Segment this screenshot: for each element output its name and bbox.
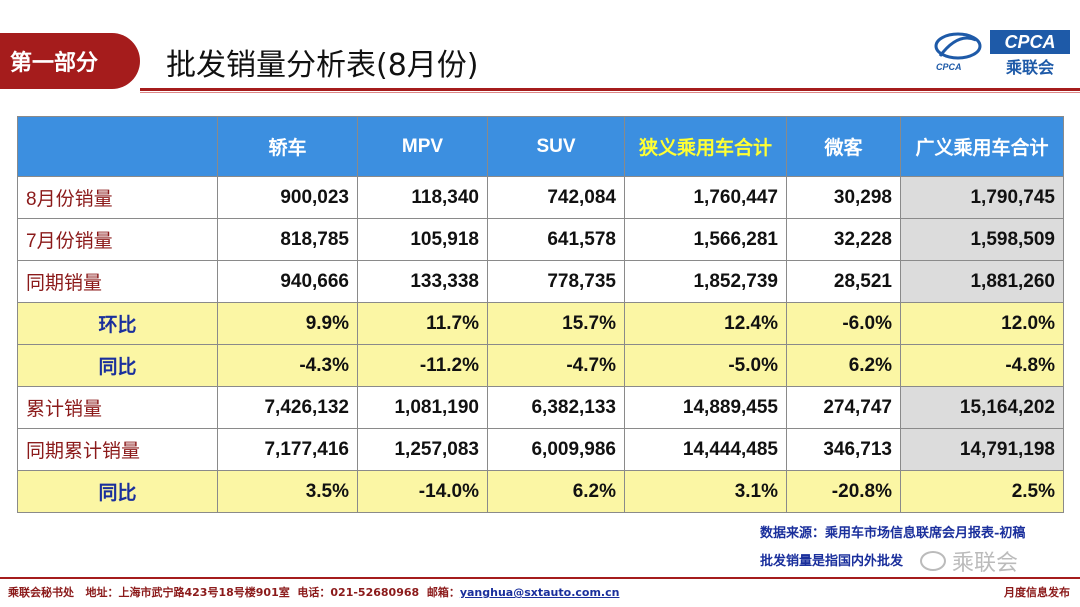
table-cell: 7,177,416 [217, 428, 358, 471]
table-cell: 14,889,455 [624, 386, 787, 429]
table-row: 环比 9.9% 11.7% 15.7% 12.4% -6.0% 12.0% [17, 302, 1064, 345]
table-cell: 778,735 [487, 260, 625, 303]
table-cell: 274,747 [786, 386, 901, 429]
table-cell: 6.2% [786, 344, 901, 387]
column-header: MPV [357, 116, 488, 177]
table-cell: -4.7% [487, 344, 625, 387]
footer-contact: 乘联会秘书处 地址：上海市武宁路423号18号楼901室 电话：021-5268… [8, 584, 619, 600]
footer-release: 月度信息发布 [1004, 586, 1070, 599]
table-cell: 30,298 [786, 176, 901, 219]
header-corner [17, 116, 218, 177]
table-row: 7月份销量 818,785 105,918 641,578 1,566,281 32,22… [17, 218, 1064, 261]
header-divider [140, 88, 1080, 91]
table-cell: -5.0% [624, 344, 787, 387]
table-cell: 1,566,281 [624, 218, 787, 261]
table-row: 同比 3.5% -14.0% 6.2% 3.1% -20.8% 2.5% [17, 470, 1064, 513]
footer-org: 乘联会秘书处 [8, 586, 74, 599]
source-note: 数据来源：乘用车市场信息联席会月报表-初稿 [760, 526, 1026, 541]
logo-wordmark: CPCA [990, 30, 1070, 54]
table-header-row: 轿车 MPV SUV 狭义乘用车合计 微客 广义乘用车合计 [17, 116, 1064, 177]
table-cell: 11.7% [357, 302, 488, 345]
table-cell: 3.5% [217, 470, 358, 513]
table-cell: 12.4% [624, 302, 787, 345]
table-cell: -4.8% [900, 344, 1064, 387]
column-header: 微客 [786, 116, 901, 177]
row-label: 环比 [17, 302, 218, 345]
table-cell: 12.0% [900, 302, 1064, 345]
table-cell: 28,521 [786, 260, 901, 303]
table-cell: 6,382,133 [487, 386, 625, 429]
column-header: 狭义乘用车合计 [624, 116, 787, 177]
column-header: 广义乘用车合计 [900, 116, 1064, 177]
table-cell: 940,666 [217, 260, 358, 303]
table-cell: 742,084 [487, 176, 625, 219]
table-cell: 7,426,132 [217, 386, 358, 429]
table-cell: -4.3% [217, 344, 358, 387]
table-cell: -6.0% [786, 302, 901, 345]
logo-emblem-icon: CPCA [934, 32, 982, 72]
table-cell: 118,340 [357, 176, 488, 219]
logo-subtitle: 乘联会 [1005, 58, 1054, 77]
footer-email-link[interactable]: yanghua@sxtauto.com.cn [459, 586, 620, 599]
table-row: 同期销量 940,666 133,338 778,735 1,852,739 28,521… [17, 260, 1064, 303]
table-row: 同比 -4.3% -11.2% -4.7% -5.0% 6.2% -4.8% [17, 344, 1064, 387]
table-cell: 1,852,739 [624, 260, 787, 303]
table-cell: 14,444,485 [624, 428, 787, 471]
footer-phone: 电话：021-52680968 [297, 586, 420, 599]
row-label: 同期销量 [17, 260, 218, 303]
definition-note: 批发销量是指国内外批发 [760, 554, 904, 569]
row-label: 同比 [17, 344, 218, 387]
table-cell: 133,338 [357, 260, 488, 303]
section-label: 第一部分 [10, 51, 99, 76]
table-cell: 1,881,260 [900, 260, 1064, 303]
table-cell: 6,009,986 [487, 428, 625, 471]
table-cell: 3.1% [624, 470, 787, 513]
table-cell: 641,578 [487, 218, 625, 261]
table-cell: 1,257,083 [357, 428, 488, 471]
table-cell: 346,713 [786, 428, 901, 471]
table-cell: 6.2% [487, 470, 625, 513]
table-cell: 1,081,190 [357, 386, 488, 429]
row-label: 同期累计销量 [17, 428, 218, 471]
table-cell: 14,791,198 [900, 428, 1064, 471]
table-row: 8月份销量 900,023 118,340 742,084 1,760,447 30,29… [17, 176, 1064, 219]
table-cell: 15,164,202 [900, 386, 1064, 429]
footer-divider [0, 577, 1080, 579]
table-cell: 1,790,745 [900, 176, 1064, 219]
table-cell: -20.8% [786, 470, 901, 513]
table-cell: 1,598,509 [900, 218, 1064, 261]
table-cell: -14.0% [357, 470, 488, 513]
watermark: 乘联会 [920, 545, 1018, 577]
table-cell: 900,023 [217, 176, 358, 219]
column-header: SUV [487, 116, 625, 177]
wechat-icon [920, 551, 946, 571]
header-divider-thin [140, 92, 1080, 93]
section-tab: 第一部分 [0, 33, 140, 89]
table-cell: 818,785 [217, 218, 358, 261]
row-label: 7月份销量 [17, 218, 218, 261]
sales-table: 轿车 MPV SUV 狭义乘用车合计 微客 广义乘用车合计 8月份销量 900,023 118,… [17, 116, 1064, 513]
footer-address: 地址：上海市武宁路423号18号楼901室 [85, 586, 290, 599]
watermark-text: 乘联会 [952, 551, 1019, 576]
footer-email-label: 邮箱： [426, 586, 460, 599]
table-cell: 1,760,447 [624, 176, 787, 219]
column-header: 轿车 [217, 116, 358, 177]
table-cell: 9.9% [217, 302, 358, 345]
table-row: 累计销量 7,426,132 1,081,190 6,382,133 14,889,45… [17, 386, 1064, 429]
row-label: 同比 [17, 470, 218, 513]
table-cell: 105,918 [357, 218, 488, 261]
cpca-logo: CPCA [930, 26, 1070, 76]
table-cell: 32,228 [786, 218, 901, 261]
logo-small-text: CPCA [936, 62, 962, 72]
table-cell: 2.5% [900, 470, 1064, 513]
page-title: 批发销量分析表(8月份) [166, 48, 479, 83]
table-cell: -11.2% [357, 344, 488, 387]
row-label: 累计销量 [17, 386, 218, 429]
table-row: 同期累计销量 7,177,416 1,257,083 6,009,986 14,444,… [17, 428, 1064, 471]
table-cell: 15.7% [487, 302, 625, 345]
row-label: 8月份销量 [17, 176, 218, 219]
